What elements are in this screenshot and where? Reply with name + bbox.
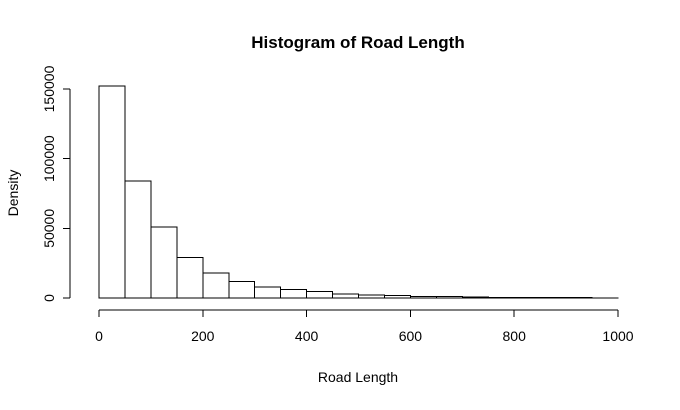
y-tick-label: 100000 (41, 135, 57, 182)
x-axis: 0 200 400 600 800 1000 (95, 310, 634, 344)
histogram-bar (99, 86, 125, 298)
histogram-bar (333, 294, 359, 298)
histogram-bar (307, 292, 333, 298)
bars-group (99, 86, 618, 298)
y-axis: 0 50000 100000 150000 (41, 65, 70, 301)
y-tick-label: 150000 (41, 65, 57, 112)
y-tick-label: 50000 (41, 209, 57, 248)
x-tick-label: 600 (399, 328, 423, 344)
histogram-bar (125, 181, 151, 298)
histogram-bar (203, 273, 229, 298)
histogram-bar (410, 296, 436, 298)
x-tick-label: 0 (95, 328, 103, 344)
histogram-bar (359, 295, 385, 298)
histogram-bar (229, 281, 255, 298)
y-tick-label: 0 (41, 294, 57, 302)
histogram-bar (151, 227, 177, 298)
x-tick-label: 400 (295, 328, 319, 344)
x-tick-label: 200 (191, 328, 215, 344)
histogram-bar (384, 296, 410, 298)
histogram-bar (488, 297, 514, 298)
x-tick-label: 800 (503, 328, 527, 344)
x-axis-label: Road Length (318, 369, 398, 385)
histogram-bar (281, 290, 307, 298)
histogram-bar (436, 297, 462, 298)
chart-title: Histogram of Road Length (251, 33, 464, 52)
histogram-bar (177, 258, 203, 298)
histogram-bar (462, 297, 488, 298)
y-axis-label: Density (5, 170, 21, 217)
histogram-bar (255, 287, 281, 298)
x-tick-label: 1000 (602, 328, 633, 344)
